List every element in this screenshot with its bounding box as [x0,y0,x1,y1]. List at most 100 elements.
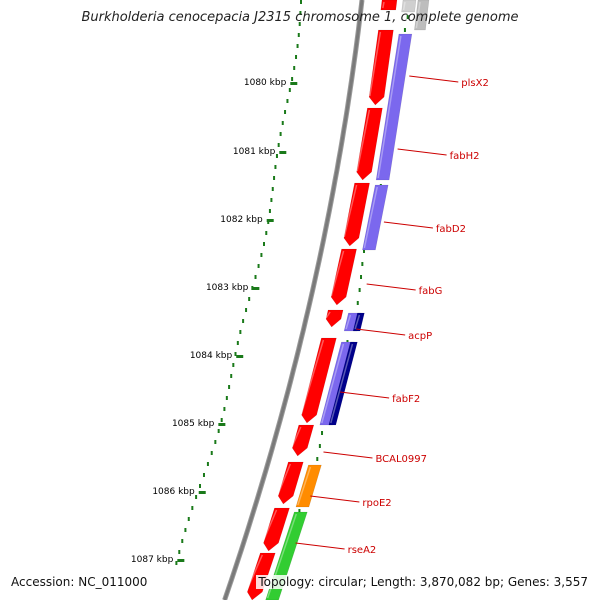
cds-feature-track [245,0,398,600]
gc-dot [318,444,321,448]
gc-dot [270,198,273,202]
cds-arrow [301,337,337,424]
cog-segment-shine [402,1,406,11]
gc-dot [358,288,361,292]
ruler-tick [177,559,185,562]
gc-dot [363,249,366,253]
topology-summary: Topology: circular; Length: 3,870,082 bp… [256,575,590,589]
ruler-tick-label: 1080 kbp [244,78,287,88]
gene-label: acpP [408,331,432,342]
gc-dot [299,11,302,15]
cog-segment [295,464,322,508]
gene-leader-line [295,542,345,550]
cog-segment-shine [321,343,345,424]
gene-labels: plsX2 fabH2 fabD2 fabG acpP fabF2 BCAL0997 rpoE… [295,75,489,556]
gc-dot [356,301,359,305]
gc-dot [245,308,248,312]
cds-arrow [263,507,290,552]
cds-arrow-shine [356,109,371,172]
gene-label: fabF2 [392,394,420,405]
gc-dot [242,319,245,323]
gc-dot [230,374,233,378]
cog-segment [352,312,365,332]
gc-dot [184,528,187,532]
gc-dot [273,176,276,180]
accession-text: Accession: NC_011000 [9,575,150,589]
cog-segment [414,0,430,31]
gc-dot [277,143,280,147]
cds-arrow [380,0,398,11]
gc-dot [223,407,226,411]
accession-label: Accession: NC_011000 [9,575,150,589]
gc-dot [279,132,282,136]
cog-segment-shine [377,35,402,179]
gc-dot [403,28,406,32]
gc-content-track-left [175,0,302,565]
ruler-tick [252,287,260,290]
cog-segment [401,0,417,13]
ruler-tick-label: 1084 kbp [190,351,233,361]
gene-label: rpoE2 [362,498,391,509]
cds-arrow-shine [369,31,382,97]
gc-dot [268,209,271,213]
gc-dot [271,187,274,191]
ruler-ticks: 1080 kbp 1081 kbp 1082 kbp 1083 kbp 1084 kbp… [131,78,298,565]
cds-arrow [325,309,344,328]
gc-dot [248,297,251,301]
cog-segment-shine [345,314,352,330]
gc-dot [300,0,302,4]
cds-arrow-shine [343,184,358,238]
gc-dot [175,561,178,565]
gc-dot [286,99,289,103]
gc-dot [281,121,284,125]
gc-dot [293,66,296,70]
ruler-tick [198,491,206,494]
ruler-tick [218,423,226,426]
gene-label: plsX2 [461,78,489,89]
cds-arrow-shine [291,426,302,448]
gc-dot [291,77,294,81]
gene-label: fabD2 [436,224,466,235]
gc-dot [191,506,194,510]
cds-arrow-shine [300,339,325,415]
gc-dot [199,484,202,488]
cds-arrow-shine [325,311,331,319]
gene-leader-line [409,75,459,83]
gc-dot [225,396,228,400]
cds-arrow [343,182,370,247]
gene-leader-line [310,495,360,503]
cog-segment-shine [415,1,421,29]
gc-dot [275,154,278,158]
cog-segment [328,341,358,426]
gene-leader-line [340,391,390,399]
gc-dot [274,165,277,169]
gc-dot [298,22,301,26]
ruler-tick [236,355,244,358]
gc-dot [202,473,205,477]
gc-dot [232,363,235,367]
gc-dot [234,352,237,356]
cds-arrow [368,29,394,106]
ruler-tick-label: 1083 kbp [206,283,249,293]
cog-segment-shine [363,186,378,249]
gc-dot [298,509,301,513]
gc-dot [181,539,184,543]
cds-arrow [277,461,304,505]
ruler-tick-label: 1086 kbp [152,487,195,497]
ruler-tick-label: 1087 kbp [131,555,174,565]
gc-dot [210,451,213,455]
cds-arrow [292,424,315,457]
gc-dot [195,495,198,499]
gc-dot [316,457,319,461]
cds-arrow-shine [245,554,263,592]
cog-segment [375,33,413,181]
ruler-tick [266,219,274,222]
gene-leader-line [383,221,433,229]
gene-leader-line [323,451,373,459]
cds-arrow-shine [382,1,385,9]
gene-label: rseA2 [348,545,377,556]
gc-dot [265,231,268,235]
cds-arrow-shine [262,509,278,543]
gc-dot [178,550,181,554]
ruler-tick-label: 1082 kbp [220,215,263,225]
